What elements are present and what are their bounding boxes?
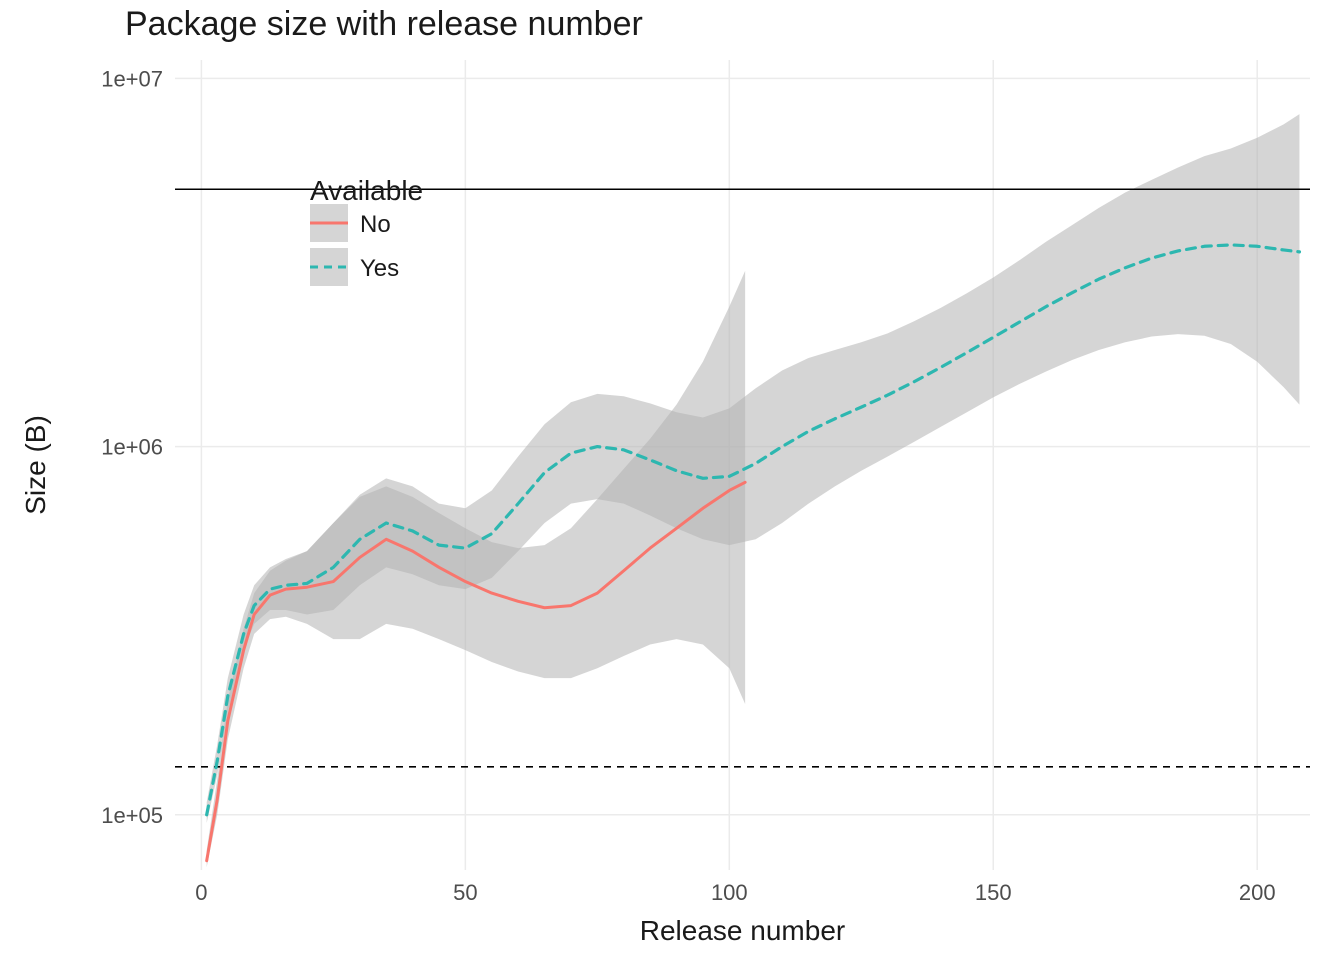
legend-title: Available xyxy=(310,175,423,206)
legend-label: Yes xyxy=(360,255,399,282)
package-size-chart: 0 50 100 150 200 1e+05 1e+06 1e+07 Release numbe… xyxy=(0,0,1344,960)
y-tick-label: 1e+07 xyxy=(101,66,163,91)
y-tick-label: 1e+05 xyxy=(101,803,163,828)
plot-title: Package size with release number xyxy=(125,5,643,43)
x-tick-label: 0 xyxy=(195,880,207,905)
x-axis-title: Release number xyxy=(640,915,845,946)
x-tick-label: 150 xyxy=(975,880,1012,905)
x-tick-label: 100 xyxy=(711,880,748,905)
x-tick-label: 50 xyxy=(453,880,477,905)
legend-label: No xyxy=(360,211,391,238)
x-tick-label: 200 xyxy=(1239,880,1276,905)
y-axis-title: Size (B) xyxy=(20,415,51,515)
y-tick-label: 1e+06 xyxy=(101,435,163,460)
